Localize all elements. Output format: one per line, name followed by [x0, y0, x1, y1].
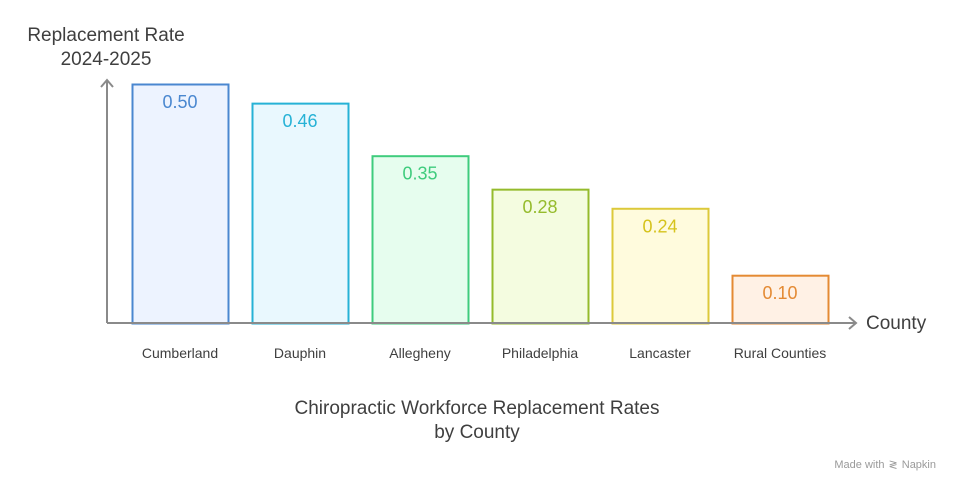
watermark-text: Made with	[834, 458, 885, 471]
category-label: Rural Counties	[734, 345, 827, 361]
watermark-brand: Napkin	[901, 458, 936, 471]
category-label: Allegheny	[389, 345, 451, 361]
data-label: 0.46	[282, 111, 317, 131]
category-labels-group: Cumberland Dauphin Allegheny Philadelphia La…	[142, 345, 826, 361]
chart-title: Chiropractic Workforce Replacement Rates…	[240, 397, 714, 445]
data-label: 0.24	[642, 216, 677, 236]
bar-cumberland	[131, 83, 230, 325]
category-label: Dauphin	[274, 345, 326, 361]
bar-philadelphia	[491, 188, 590, 325]
category-label: Lancaster	[629, 345, 691, 361]
x-axis-arrow-icon	[848, 316, 858, 330]
bar-lancaster	[611, 207, 710, 325]
chart-title-line-1: Chiropractic Workforce Replacement Rates	[294, 398, 660, 419]
data-label: 0.50	[162, 92, 197, 112]
data-label: 0.35	[402, 164, 437, 184]
bar-allegheny	[371, 155, 470, 325]
y-axis-title-line-1: Replacement Rate	[27, 25, 185, 46]
data-label: 0.28	[522, 197, 557, 217]
y-axis-title-line-2: 2024-2025	[60, 49, 152, 70]
category-label: Philadelphia	[502, 345, 578, 361]
y-axis-arrow-icon	[100, 78, 114, 88]
axes-group	[100, 78, 858, 330]
bars-group: 0.50 0.46 0.35 0.28 0.24 0.10	[131, 83, 830, 325]
data-label: 0.10	[762, 283, 797, 303]
watermark[interactable]: Made with ≷ Napkin	[834, 458, 936, 472]
chart-title-line-2: by County	[434, 422, 520, 443]
category-label: Cumberland	[142, 345, 218, 361]
x-axis-title: County	[866, 313, 927, 334]
bar-rural-counties	[731, 274, 830, 325]
bar-dauphin	[251, 102, 350, 325]
y-axis-title: Replacement Rate 2024-2025	[25, 24, 187, 72]
napkin-logo-icon: ≷	[888, 459, 898, 471]
